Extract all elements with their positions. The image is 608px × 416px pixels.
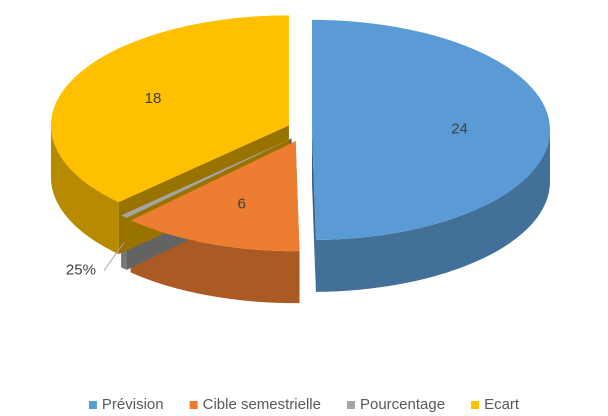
legend-label: Ecart	[484, 396, 520, 413]
legend-label: Pourcentage	[360, 396, 445, 413]
data-label: 6	[237, 196, 245, 213]
slice-wall	[315, 129, 550, 292]
legend-label: Prévision	[102, 396, 164, 413]
legend-swatch	[189, 401, 198, 409]
legend-swatch	[346, 401, 355, 409]
slice-wall	[50, 125, 119, 255]
legend-swatch	[88, 401, 97, 409]
slice	[121, 138, 292, 218]
legend-swatch	[471, 401, 480, 409]
slice	[311, 19, 550, 240]
data-label: 25%	[66, 262, 96, 279]
data-label: 18	[145, 90, 162, 107]
leader-line	[103, 242, 125, 271]
slice	[130, 141, 300, 252]
data-label: 24	[451, 120, 468, 137]
legend-label: Cible semestrielle	[203, 396, 321, 413]
slice-side	[311, 129, 316, 292]
slice	[50, 15, 289, 203]
